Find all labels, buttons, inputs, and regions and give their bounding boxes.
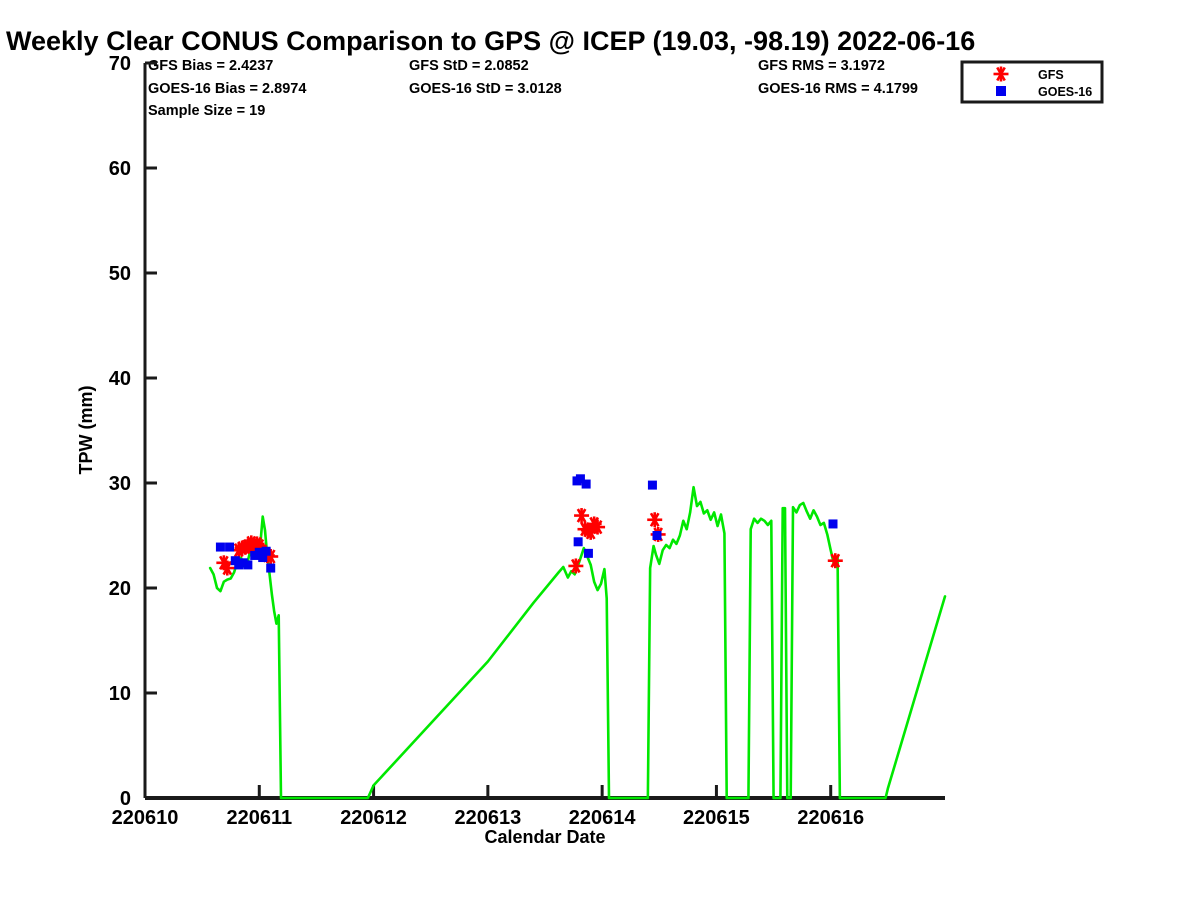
- gfs-marker: [568, 558, 584, 574]
- y-axis-ticks: 0 10 20 30 40 50 60 70: [109, 53, 157, 810]
- y-tick-label: 30: [109, 473, 131, 495]
- goes16-marker: [250, 550, 260, 560]
- goes16-marker: [581, 479, 591, 489]
- x-tick-label: 220614: [569, 807, 637, 829]
- chart-legend: GFS GOES-16: [960, 60, 1104, 104]
- y-tick-label: 40: [109, 368, 131, 390]
- gfs-marker: [574, 508, 590, 524]
- goes16-bias-stat: GOES-16 Bias = 2.8974: [148, 81, 306, 97]
- gfs-marker: [219, 560, 235, 576]
- goes16-std-stat: GOES-16 StD = 3.0128: [409, 81, 562, 97]
- gps-line: [208, 485, 947, 800]
- y-axis-title: TPW (mm): [76, 386, 96, 475]
- goes16-marker: [828, 519, 838, 529]
- goes16-marker: [258, 553, 268, 563]
- x-axis-title: Calendar Date: [484, 827, 605, 847]
- x-axis-ticks: 220610 220611 220612 220613 220614 220615 2206…: [112, 785, 864, 829]
- gfs-std-stat: GFS StD = 2.0852: [409, 58, 529, 74]
- legend-label: GOES-16: [1038, 85, 1092, 99]
- series-gfs: [216, 508, 843, 576]
- goes16-marker: [215, 542, 225, 552]
- goes16-marker: [647, 480, 657, 490]
- x-tick-label: 220612: [340, 807, 407, 829]
- y-tick-label: 60: [109, 158, 131, 180]
- goes16-marker: [238, 558, 248, 568]
- y-tick-label: 50: [109, 263, 131, 285]
- series-gps: [208, 485, 947, 800]
- x-tick-label: 220611: [226, 807, 292, 829]
- legend-label: GFS: [1038, 68, 1064, 82]
- goes16-marker: [575, 474, 585, 484]
- chart-title: Weekly Clear CONUS Comparison to GPS @ I…: [6, 26, 975, 56]
- x-tick-label: 220615: [683, 807, 750, 829]
- gfs-bias-stat: GFS Bias = 2.4237: [148, 58, 273, 74]
- gfs-marker: [827, 553, 843, 569]
- x-tick-label: 220616: [797, 807, 864, 829]
- goes16-marker: [652, 531, 662, 540]
- goes16-marker: [583, 548, 593, 558]
- axes: [143, 63, 945, 800]
- goes16-marker: [243, 560, 253, 570]
- goes16-marker: [234, 560, 244, 570]
- y-tick-label: 20: [109, 578, 131, 600]
- gfs-marker: [263, 549, 279, 564]
- x-tick-label: 220613: [454, 807, 521, 829]
- legend-gfs-marker: [993, 66, 1009, 82]
- gfs-marker: [590, 519, 606, 535]
- goes16-marker: [573, 537, 583, 547]
- goes16-marker: [225, 542, 235, 552]
- y-tick-label: 0: [120, 788, 131, 810]
- goes16-rms-stat: GOES-16 RMS = 4.1799: [758, 81, 918, 97]
- series-goes-16: [215, 474, 838, 573]
- gfs-rms-stat: GFS RMS = 3.1972: [758, 58, 885, 74]
- sample-size-stat: Sample Size = 19: [148, 103, 265, 119]
- statistics-block: GFS Bias = 2.4237 GOES-16 Bias = 2.8974 …: [148, 58, 918, 119]
- goes16-marker: [266, 563, 276, 573]
- legend-goes16-marker: [996, 86, 1006, 96]
- data-series-layer: [208, 474, 947, 800]
- x-tick-label: 220610: [112, 807, 179, 829]
- goes16-marker: [254, 547, 264, 557]
- y-tick-label: 10: [109, 683, 131, 705]
- y-tick-label: 70: [109, 53, 131, 75]
- gfs-marker: [647, 512, 663, 528]
- goes16-marker: [261, 546, 271, 556]
